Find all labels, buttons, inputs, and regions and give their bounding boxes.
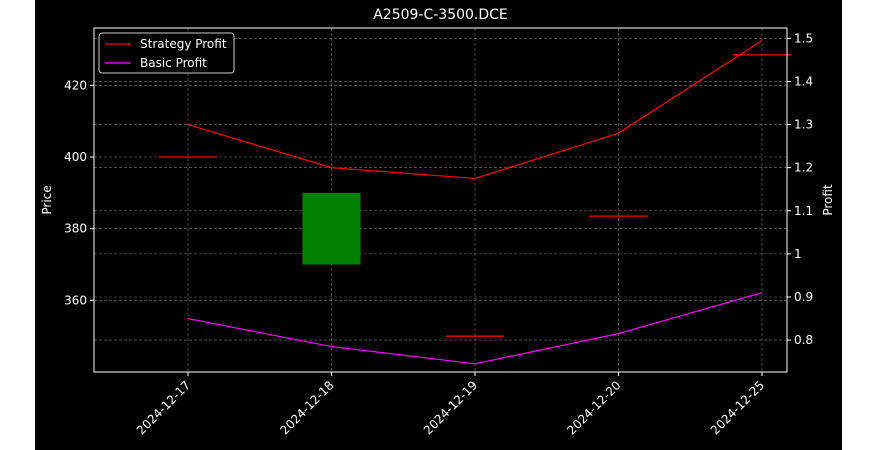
series-line-strategy-profit <box>187 39 763 180</box>
chart-title: A2509-C-3500.DCE <box>373 7 508 23</box>
series-line-basic-profit <box>187 292 763 365</box>
y-axis-left-label: Price <box>40 185 54 214</box>
legend-label: Basic Profit <box>140 56 207 70</box>
grid-lines <box>94 28 787 372</box>
candles-layer <box>159 54 791 337</box>
x-tick-label: 2024-12-25 <box>708 378 767 437</box>
y-right-tick-label: 1.4 <box>794 74 813 88</box>
ticks-layer: 360 380 400 420 0.8 0.9 1 1.1 1.2 1.3 1.4 1.5 2024-1… <box>64 31 813 437</box>
legend: Strategy Profit Basic Profit <box>98 32 235 74</box>
y-right-tick-label: 0.8 <box>794 333 813 347</box>
x-tick-label: 2024-12-20 <box>564 378 623 437</box>
y-axis-right-label: Profit <box>821 184 835 216</box>
x-tick-label: 2024-12-17 <box>134 378 193 437</box>
y-left-tick-label: 420 <box>64 78 87 92</box>
y-right-tick-label: 1.2 <box>794 161 813 175</box>
y-left-tick-label: 400 <box>64 150 87 164</box>
x-tick-label: 2024-12-19 <box>421 378 480 437</box>
y-right-tick-label: 1.3 <box>794 118 813 132</box>
chart-svg: 360 380 400 420 0.8 0.9 1 1.1 1.2 1.3 1.4 1.5 2024-1… <box>40 7 835 437</box>
y-left-tick-label: 380 <box>64 222 87 236</box>
candle-2024-12-18 <box>302 192 361 265</box>
y-left-tick-label: 360 <box>64 293 87 307</box>
series-lines-layer <box>187 39 763 365</box>
y-right-tick-label: 1.1 <box>794 204 813 218</box>
x-tick-label: 2024-12-18 <box>277 378 336 437</box>
legend-box <box>98 32 235 74</box>
y-right-tick-label: 1 <box>794 247 802 261</box>
y-right-tick-label: 0.9 <box>794 290 813 304</box>
plot-frame <box>93 27 788 373</box>
legend-label: Strategy Profit <box>140 37 227 51</box>
y-right-tick-label: 1.5 <box>794 31 813 45</box>
chart-figure: 360 380 400 420 0.8 0.9 1 1.1 1.2 1.3 1.4 1.5 2024-1… <box>35 0 842 450</box>
